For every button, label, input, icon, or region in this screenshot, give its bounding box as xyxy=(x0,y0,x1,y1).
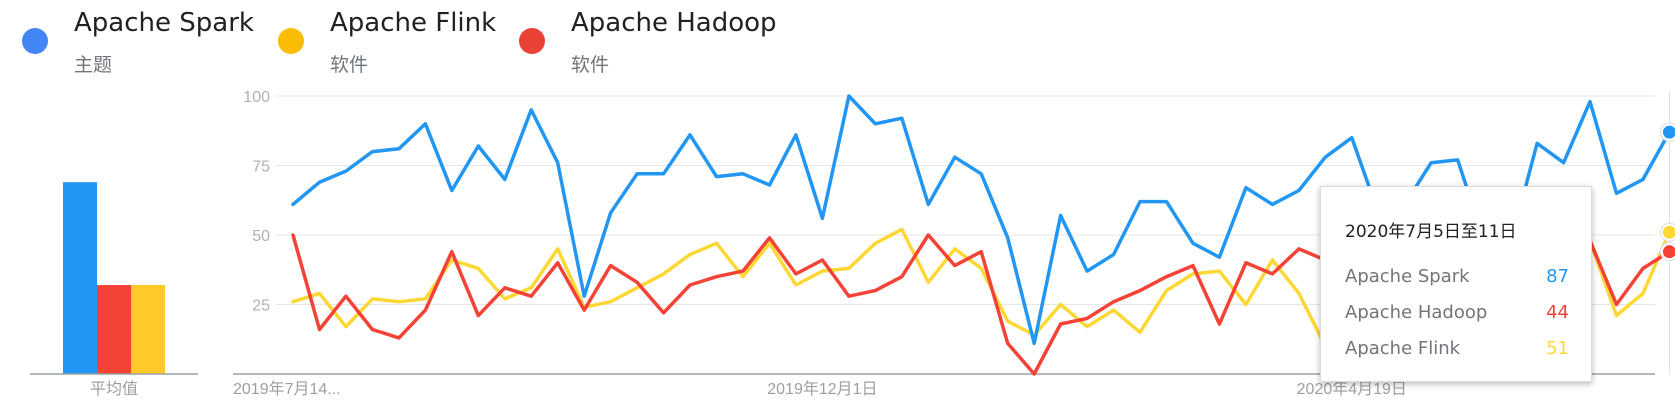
legend-name: Apache Flink xyxy=(330,8,497,38)
average-bar-apache-spark xyxy=(63,182,97,374)
legend-name: Apache Spark xyxy=(74,8,254,38)
tooltip-series-value: 51 xyxy=(1546,338,1569,359)
tooltip-series-name: Apache Hadoop xyxy=(1345,302,1488,323)
average-label: 平均值 xyxy=(90,380,138,398)
tooltip-date: 2020年7月5日至11日 xyxy=(1345,222,1517,242)
tooltip-row-flink: Apache Flink 51 xyxy=(1345,338,1569,359)
y-tick-label: 100 xyxy=(243,89,270,106)
tooltip: 2020年7月5日至11日 Apache Spark 87 Apache Had… xyxy=(1320,186,1592,382)
tooltip-row-hadoop: Apache Hadoop 44 xyxy=(1345,302,1569,323)
x-tick-label: 2019年7月14... xyxy=(233,380,341,398)
x-tick-label: 2019年12月1日 xyxy=(767,380,877,398)
legend-subtitle: 软件 xyxy=(571,54,610,76)
end-marker-apache-spark xyxy=(1662,125,1675,139)
legend-dot-flink xyxy=(278,28,304,54)
legend: Apache Spark 主题 Apache Flink 软件 Apache H… xyxy=(0,0,1675,80)
legend-subtitle: 主题 xyxy=(74,54,113,76)
legend-dot-spark xyxy=(22,28,48,54)
end-marker-apache-flink xyxy=(1662,225,1675,239)
y-tick-label: 75 xyxy=(252,159,270,176)
tooltip-series-value: 44 xyxy=(1546,302,1569,323)
legend-dot-hadoop xyxy=(519,28,545,54)
tooltip-row-spark: Apache Spark 87 xyxy=(1345,266,1569,287)
tooltip-series-value: 87 xyxy=(1546,266,1569,287)
tooltip-series-name: Apache Flink xyxy=(1345,338,1461,359)
legend-name: Apache Hadoop xyxy=(571,8,777,38)
tooltip-series-name: Apache Spark xyxy=(1345,266,1470,287)
x-tick-label: 2020年4月19日 xyxy=(1297,380,1407,398)
average-bar-apache-flink xyxy=(131,285,165,374)
average-bar-apache-hadoop xyxy=(97,285,131,374)
end-marker-apache-hadoop xyxy=(1662,245,1675,259)
y-tick-label: 25 xyxy=(252,298,270,315)
y-tick-label: 50 xyxy=(252,228,270,245)
series-line-apache-spark xyxy=(291,94,1672,346)
legend-subtitle: 软件 xyxy=(330,54,369,76)
